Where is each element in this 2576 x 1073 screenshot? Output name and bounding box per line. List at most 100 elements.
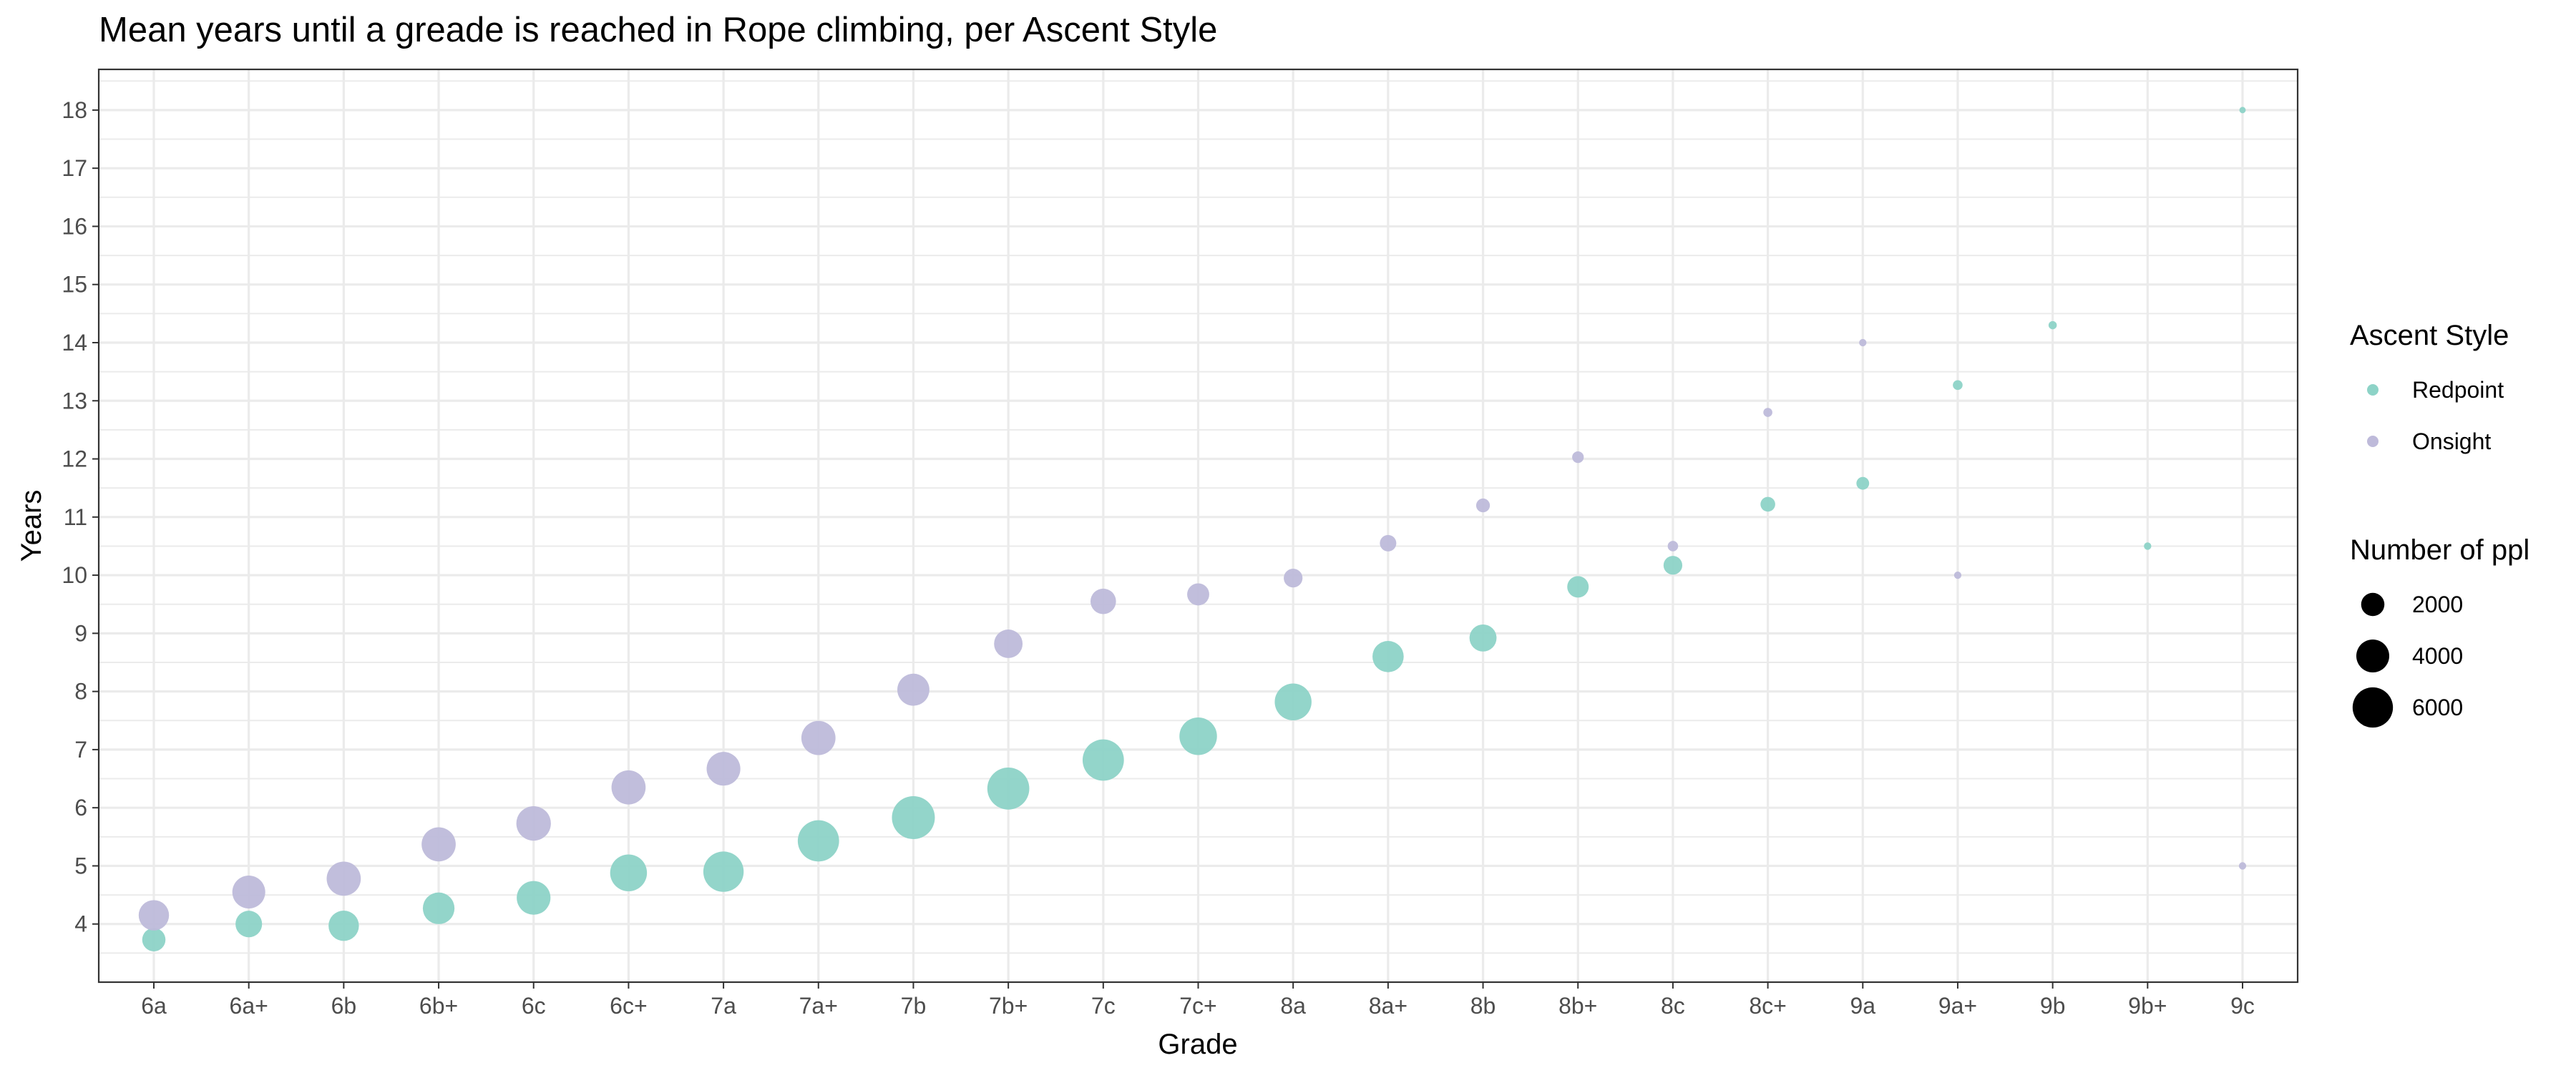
data-point-redpoint	[1567, 576, 1589, 598]
data-point-onsight	[232, 876, 265, 909]
y-axis-title: Years	[16, 490, 47, 562]
grid-major	[99, 69, 2298, 982]
legend-size-key	[2356, 639, 2390, 673]
data-point-onsight	[138, 900, 170, 931]
legend-size-key	[2361, 592, 2385, 617]
data-point-redpoint	[1372, 641, 1404, 672]
x-tick-label: 7a	[711, 993, 736, 1019]
y-tick-label: 12	[62, 446, 87, 472]
legend: Ascent Style Number of ppl Redpoint Onsig…	[2350, 320, 2529, 728]
legend-size-items: 2000 4000 6000	[2352, 592, 2463, 728]
x-tick-label: 9b+	[2128, 993, 2167, 1019]
data-point-redpoint	[1953, 380, 1963, 391]
data-point-onsight	[1187, 583, 1209, 606]
y-tick-label: 18	[62, 97, 87, 123]
data-point-onsight	[1284, 569, 1303, 588]
y-tick-label: 4	[74, 911, 87, 937]
data-point-onsight	[1763, 408, 1772, 417]
x-tick-label: 8a+	[1369, 993, 1407, 1019]
x-tick-label: 7c	[1091, 993, 1116, 1019]
legend-size-label: 4000	[2412, 643, 2463, 669]
x-tick-label: 8c+	[1749, 993, 1786, 1019]
x-tick-label: 8b	[1470, 993, 1496, 1019]
data-point-onsight	[706, 752, 741, 786]
data-point-redpoint	[422, 892, 455, 924]
data-point-onsight	[2238, 862, 2247, 870]
x-tick-label: 7b	[901, 993, 927, 1019]
x-tick-label: 7c+	[1179, 993, 1216, 1019]
data-point-onsight	[1475, 498, 1491, 513]
x-tick-label: 6b+	[419, 993, 458, 1019]
legend-key-onsight	[2367, 436, 2379, 447]
legend-color-items: Redpoint Onsight	[2367, 377, 2504, 454]
data-point-onsight	[801, 720, 836, 755]
y-tick-label: 14	[62, 330, 87, 356]
data-point-redpoint	[1760, 496, 1775, 512]
legend-size-title: Number of ppl	[2350, 534, 2529, 566]
data-point-redpoint	[142, 928, 166, 951]
data-point-redpoint	[517, 881, 551, 915]
data-point-onsight	[1667, 541, 1679, 552]
data-point-redpoint	[1856, 476, 1870, 490]
data-point-redpoint	[328, 910, 359, 941]
data-point-redpoint	[892, 795, 935, 839]
data-point-onsight	[1572, 451, 1584, 464]
y-axis: 4 5 6 7 8 9 10 11 12 13 14 15 16 17 18	[62, 97, 99, 937]
y-tick-label: 17	[62, 155, 87, 181]
data-point-redpoint	[703, 851, 744, 892]
y-tick-label: 16	[62, 213, 87, 239]
data-point-redpoint	[1663, 556, 1683, 575]
data-point-redpoint	[610, 854, 648, 891]
y-tick-label: 9	[74, 620, 87, 646]
x-tick-label: 7a+	[799, 993, 838, 1019]
x-tick-label: 6c	[522, 993, 546, 1019]
x-tick-label: 6c+	[610, 993, 647, 1019]
legend-key-redpoint	[2367, 384, 2379, 396]
data-point-redpoint	[797, 820, 839, 862]
y-tick-label: 6	[74, 795, 87, 820]
x-tick-label: 6b	[331, 993, 357, 1019]
x-tick-label: 6a+	[230, 993, 268, 1019]
legend-label-onsight: Onsight	[2412, 428, 2491, 454]
chart-title: Mean years until a greade is reached in …	[99, 11, 1217, 49]
data-point-redpoint	[1082, 739, 1124, 781]
legend-color-title: Ascent Style	[2350, 320, 2509, 351]
y-tick-label: 7	[74, 737, 87, 763]
x-tick-label: 7b+	[989, 993, 1028, 1019]
data-point-onsight	[1380, 534, 1397, 552]
x-tick-label: 8a	[1280, 993, 1306, 1019]
y-tick-label: 13	[62, 388, 87, 413]
x-tick-label: 9a+	[1938, 993, 1977, 1019]
x-tick-label: 8c	[1661, 993, 1685, 1019]
x-axis: 6a 6a+ 6b 6b+ 6c 6c+ 7a 7a+ 7b 7b+ 7c 7c+ 8a 8a+ 8b 8b+…	[141, 982, 2255, 1019]
data-point-redpoint	[1274, 683, 1312, 720]
data-point-redpoint	[1469, 624, 1497, 652]
legend-label-redpoint: Redpoint	[2412, 377, 2504, 403]
data-point-onsight	[1859, 338, 1867, 347]
data-point-onsight	[1090, 588, 1116, 614]
legend-size-key	[2352, 687, 2394, 728]
y-tick-label: 15	[62, 272, 87, 298]
x-tick-label: 9c	[2230, 993, 2255, 1019]
x-tick-label: 8b+	[1558, 993, 1597, 1019]
data-point-redpoint	[2048, 320, 2057, 330]
data-point-onsight	[1953, 571, 1962, 579]
x-tick-label: 6a	[141, 993, 167, 1019]
data-point-redpoint	[987, 768, 1030, 810]
y-tick-label: 8	[74, 679, 87, 705]
x-tick-label: 9a	[1850, 993, 1875, 1019]
data-points	[138, 107, 2247, 951]
data-point-onsight	[421, 827, 456, 862]
data-point-onsight	[326, 861, 361, 896]
data-point-onsight	[611, 770, 646, 805]
data-point-redpoint	[1179, 717, 1217, 755]
data-point-onsight	[994, 629, 1023, 658]
x-axis-title: Grade	[1158, 1029, 1237, 1060]
y-tick-label: 11	[64, 504, 87, 530]
data-point-onsight	[516, 805, 551, 841]
data-point-redpoint	[2239, 107, 2246, 114]
data-point-redpoint	[2144, 542, 2152, 550]
legend-size-label: 2000	[2412, 592, 2463, 617]
x-tick-label: 9b	[2040, 993, 2066, 1019]
